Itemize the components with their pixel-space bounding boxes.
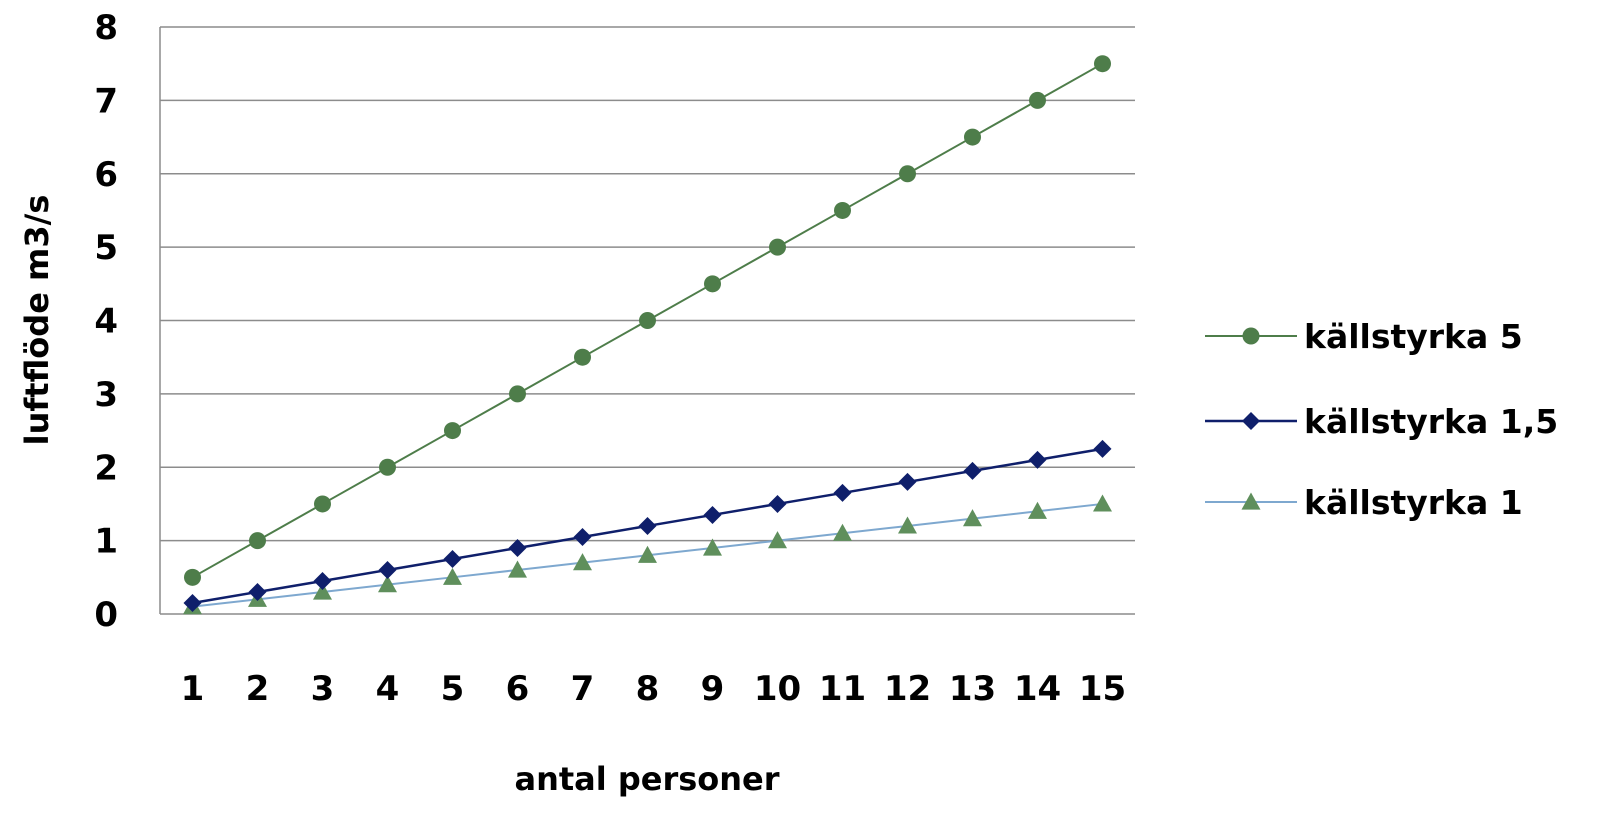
data-point: [964, 128, 981, 146]
x-tick-label: 1: [181, 669, 205, 709]
gridlines: [160, 26, 1135, 542]
x-tick-label: 14: [1014, 669, 1061, 709]
legend-label: källstyrka 5: [1304, 317, 1523, 356]
legend-marker: [1241, 492, 1261, 510]
x-tick-label: 2: [246, 669, 270, 709]
data-point: [574, 348, 591, 366]
x-tick-label: 10: [754, 669, 801, 709]
x-tick-label: 12: [884, 669, 931, 709]
data-point: [1094, 55, 1111, 73]
axes: [159, 27, 1135, 615]
data-point: [249, 532, 266, 550]
data-point: [184, 568, 201, 586]
data-point: [183, 593, 202, 612]
legend-label: källstyrka 1,5: [1304, 402, 1558, 441]
x-axis-title: antal personer: [514, 760, 779, 798]
x-tick-label: 7: [571, 669, 595, 709]
data-point: [443, 549, 462, 568]
x-tick-label: 6: [506, 669, 530, 709]
x-tick-label: 4: [376, 669, 400, 709]
data-point: [508, 560, 527, 578]
data-point: [1093, 439, 1112, 458]
data-point: [898, 516, 917, 534]
legend-marker: [1242, 412, 1260, 430]
data-point: [834, 201, 851, 219]
data-point: [963, 509, 982, 527]
data-point: [1028, 501, 1047, 519]
series-lines: [183, 55, 1112, 615]
data-point: [639, 312, 656, 329]
data-point: [1028, 450, 1047, 469]
y-tick-label: 2: [94, 448, 118, 488]
data-point: [638, 516, 657, 535]
y-tick-label: 3: [94, 375, 118, 415]
y-tick-label: 6: [94, 155, 118, 195]
x-tick-label: 9: [701, 669, 725, 709]
data-point: [833, 523, 852, 541]
data-point: [1029, 91, 1046, 109]
y-tick-label: 7: [94, 81, 118, 121]
data-point: [768, 494, 787, 513]
y-tick-label: 5: [94, 228, 118, 268]
data-point: [704, 275, 721, 293]
data-point: [573, 527, 592, 546]
y-axis-title: luftflöde m3/s: [18, 195, 56, 446]
legend-item: källstyrka 1,5: [1205, 402, 1558, 441]
legend-label: källstyrka 1: [1304, 483, 1523, 522]
y-tick-label: 1: [94, 522, 118, 562]
data-point: [573, 553, 592, 571]
x-tick-label: 11: [819, 669, 866, 709]
data-point: [313, 571, 332, 590]
data-point: [248, 582, 267, 601]
data-point: [313, 582, 332, 600]
x-tick-label: 15: [1079, 669, 1126, 709]
y-tick-label: 4: [94, 302, 118, 342]
data-point: [963, 461, 982, 480]
data-point: [378, 560, 397, 579]
x-tick-label: 3: [311, 669, 335, 709]
data-point: [509, 385, 526, 403]
data-point: [833, 483, 852, 502]
data-point: [378, 575, 397, 593]
y-tick-label: 8: [94, 8, 118, 48]
data-point: [898, 472, 917, 491]
data-point: [768, 531, 787, 549]
x-tick-label: 8: [636, 669, 660, 709]
data-point: [314, 495, 331, 513]
series-2: [183, 439, 1112, 612]
data-point: [444, 422, 461, 440]
legend-marker: [1242, 327, 1260, 345]
data-point: [638, 545, 657, 563]
legend: källstyrka 5 källstyrka 1,5 källstyrka 1: [1205, 317, 1558, 522]
data-point: [899, 165, 916, 183]
data-point: [1093, 494, 1112, 512]
series-1: [184, 55, 1111, 586]
data-point: [508, 538, 527, 557]
legend-item: källstyrka 1: [1205, 483, 1523, 522]
data-point: [769, 238, 786, 256]
data-point: [703, 505, 722, 524]
x-tick-label: 5: [441, 669, 465, 709]
y-tick-label: 0: [94, 595, 118, 635]
legend-item: källstyrka 5: [1205, 317, 1523, 356]
data-point: [379, 458, 396, 476]
data-point: [443, 567, 462, 585]
data-point: [703, 538, 722, 556]
x-tick-label: 13: [949, 669, 996, 709]
